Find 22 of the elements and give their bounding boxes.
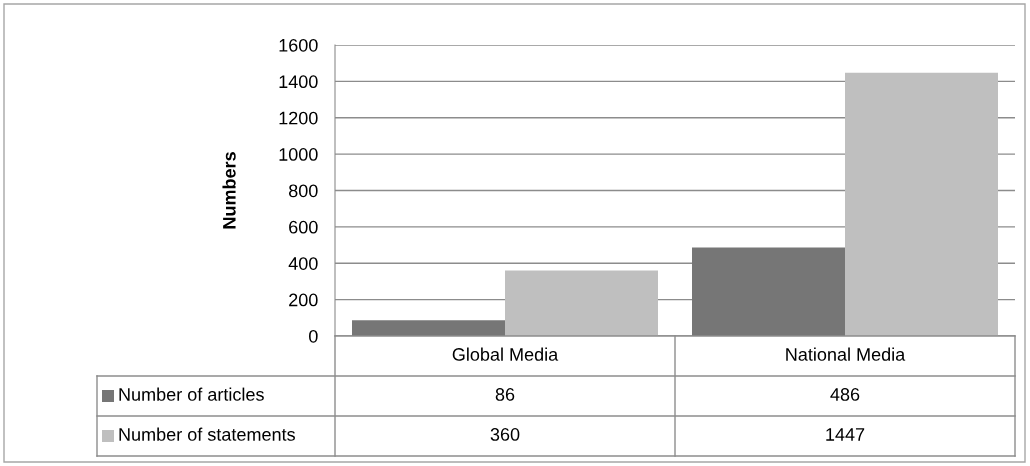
legend-label: Number of articles [119, 387, 264, 401]
y-axis-title: Numbers [222, 152, 236, 229]
x-tick-label: National Media [786, 347, 906, 361]
y-tick-label: 400 [288, 257, 318, 270]
y-tick-label: 200 [289, 293, 318, 307]
data-label: 486 [830, 388, 860, 401]
data-label: 360 [490, 428, 520, 441]
y-tick-label: 1200 [279, 111, 318, 125]
bar [692, 247, 845, 336]
y-tick-label: 1600 [279, 38, 318, 52]
x-tick-label: Global Media [452, 347, 559, 361]
data-label: 1447 [826, 428, 865, 441]
y-tick-label: 600 [289, 220, 318, 234]
y-tick-label: 0 [309, 329, 318, 343]
y-tick-label: 800 [289, 184, 318, 198]
bar [352, 320, 505, 336]
data-label: 86 [495, 388, 515, 401]
y-tick-label: 1000 [279, 148, 318, 161]
bar [505, 270, 658, 336]
bar [845, 72, 998, 336]
legend-label: Number of statements [119, 427, 295, 441]
y-tick-label: 1400 [279, 75, 318, 89]
